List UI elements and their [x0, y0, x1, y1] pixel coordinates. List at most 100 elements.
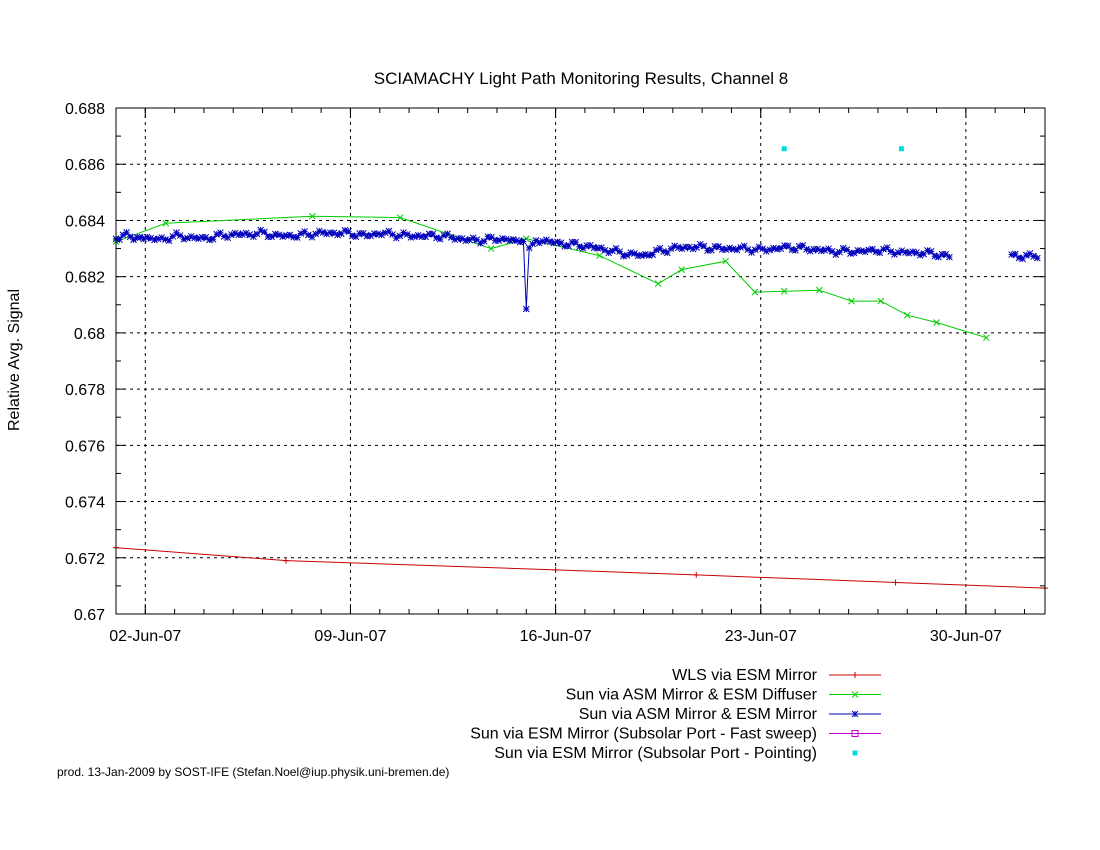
y-axis-label: Relative Avg. Signal	[6, 289, 23, 431]
y-tick-label: 0.676	[65, 438, 105, 455]
data-point	[389, 231, 396, 238]
data-point	[892, 579, 899, 586]
y-tick-label: 0.682	[65, 270, 105, 287]
data-point	[220, 233, 228, 240]
data-point	[206, 236, 213, 244]
data-point	[400, 229, 407, 236]
data-point	[532, 237, 540, 244]
data-point	[751, 288, 759, 296]
data-point	[312, 230, 320, 238]
data-point	[297, 230, 305, 237]
data-point	[850, 249, 858, 257]
data-point	[330, 229, 338, 237]
data-point	[766, 246, 774, 254]
data-point	[740, 242, 748, 250]
data-point	[933, 319, 940, 326]
data-point	[552, 566, 559, 573]
data-point	[898, 247, 906, 254]
data-point	[792, 246, 799, 254]
data-point	[806, 247, 814, 255]
data-point	[235, 231, 243, 239]
data-point	[323, 230, 330, 238]
legend-marker	[851, 710, 859, 718]
legend-label: Sun via ASM Mirror & ESM Diffuser	[566, 687, 818, 704]
data-point	[667, 245, 675, 253]
data-point	[1030, 253, 1037, 260]
data-point	[231, 229, 239, 237]
data-point	[770, 244, 777, 252]
data-point	[162, 219, 170, 227]
data-point	[788, 246, 796, 254]
data-point	[224, 234, 232, 242]
data-point	[693, 571, 700, 578]
data-point	[381, 229, 389, 237]
data-point	[444, 230, 451, 238]
data-point	[836, 248, 843, 256]
data-point	[462, 237, 470, 245]
data-point	[407, 234, 415, 241]
data-point	[522, 305, 530, 313]
y-tick-label: 0.68	[74, 326, 105, 343]
data-point	[176, 232, 184, 239]
data-point	[715, 243, 722, 250]
data-point	[815, 286, 823, 294]
data-point	[1033, 254, 1041, 262]
data-point	[903, 311, 911, 319]
data-point	[334, 231, 341, 239]
data-point	[143, 233, 151, 241]
data-point	[1026, 250, 1034, 257]
data-point	[663, 249, 671, 257]
data-point	[722, 246, 730, 253]
data-point	[609, 247, 616, 255]
data-point	[554, 238, 561, 246]
data-point	[165, 237, 173, 245]
data-point	[616, 248, 624, 255]
x-tick-label: 02-Jun-07	[109, 628, 181, 645]
data-point	[282, 557, 289, 564]
data-point	[502, 235, 510, 243]
data-point	[257, 226, 265, 234]
data-point	[810, 245, 818, 253]
data-point	[880, 245, 887, 253]
data-point	[455, 234, 462, 242]
data-point	[268, 233, 276, 241]
data-point	[711, 243, 719, 250]
data-point	[279, 233, 287, 240]
data-point	[693, 244, 700, 251]
legend-label: WLS via ESM Mirror	[672, 667, 818, 684]
data-point	[627, 249, 635, 256]
data-point	[187, 232, 195, 240]
data-point	[425, 230, 433, 238]
data-point	[487, 245, 495, 252]
data-point	[733, 246, 741, 254]
data-point	[737, 244, 744, 251]
data-point	[612, 244, 620, 252]
data-point	[319, 229, 327, 237]
data-point	[359, 229, 367, 237]
data-series	[112, 146, 1048, 592]
data-point	[913, 249, 920, 256]
data-point	[656, 244, 664, 252]
legend-swatch	[852, 750, 858, 756]
data-point	[466, 236, 473, 244]
data-point	[843, 246, 851, 254]
data-point	[488, 233, 495, 241]
data-point	[872, 248, 880, 256]
data-point	[620, 252, 627, 260]
data-point	[784, 242, 792, 250]
data-point	[337, 230, 345, 238]
data-point	[119, 231, 127, 239]
data-point	[169, 232, 177, 240]
y-tick-label: 0.67	[74, 607, 105, 624]
data-point	[909, 248, 917, 255]
data-point	[916, 251, 924, 259]
data-point	[484, 233, 492, 241]
data-point	[392, 234, 400, 242]
data-point	[147, 234, 155, 242]
data-point	[883, 244, 891, 251]
series-line	[115, 547, 1046, 589]
data-point	[516, 238, 524, 246]
data-point	[894, 248, 902, 256]
grid-lines	[116, 108, 1045, 614]
data-point	[246, 231, 254, 238]
